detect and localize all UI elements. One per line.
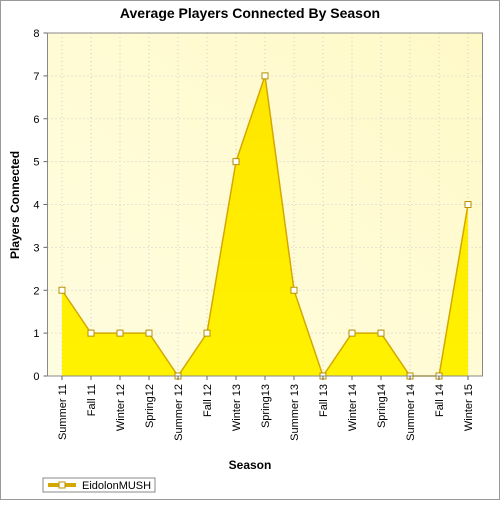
x-tick-label: Fall 11: [86, 384, 98, 416]
x-tick-label: Summer 13: [289, 384, 301, 441]
marker: [261, 72, 269, 80]
marker: [145, 329, 153, 337]
chart-title: Average Players Connected By Season: [120, 5, 380, 21]
legend: [42, 477, 156, 493]
y-tick-label: 8: [33, 28, 39, 40]
x-tick-label: Winter 12: [115, 384, 127, 431]
y-tick-label: 7: [33, 71, 39, 83]
y-tick-label: 0: [33, 371, 39, 383]
y-axis-title: Players Connected: [8, 151, 22, 259]
x-tick-label: Winter 13: [231, 384, 243, 431]
x-tick-label: Spring12: [144, 384, 156, 428]
x-tick-label: Fall 13: [318, 384, 330, 417]
y-tick-label: 6: [33, 114, 39, 126]
x-axis-title: Season: [229, 458, 272, 472]
legend-marker: [58, 481, 66, 489]
y-tick-label: 2: [33, 285, 39, 297]
x-tick-label: Spring13: [260, 384, 272, 428]
y-tick-label: 5: [33, 157, 39, 169]
x-tick-label: Fall 14: [434, 384, 446, 417]
x-tick-label: Summer 14: [405, 384, 417, 441]
marker: [464, 201, 472, 208]
marker: [377, 329, 385, 337]
x-tick-label: Spring14: [376, 384, 388, 428]
x-tick-label: Winter 14: [347, 384, 359, 431]
marker: [203, 329, 211, 337]
y-tick-label: 1: [33, 328, 39, 340]
marker: [232, 158, 240, 166]
marker: [87, 329, 95, 337]
x-tick-label: Fall 12: [202, 384, 214, 417]
x-tick-label: Winter 15: [463, 384, 475, 431]
area: [62, 75, 468, 376]
marker: [348, 329, 356, 337]
marker: [58, 286, 66, 294]
x-tick-label: Summer 12: [173, 384, 185, 441]
legend-label: EidolonMUSH: [82, 480, 151, 492]
marker: [116, 329, 124, 337]
x-tick-label: Summer 11: [57, 384, 69, 440]
y-tick-label: 3: [33, 242, 39, 254]
marker: [290, 286, 298, 294]
y-tick-label: 4: [33, 200, 39, 212]
